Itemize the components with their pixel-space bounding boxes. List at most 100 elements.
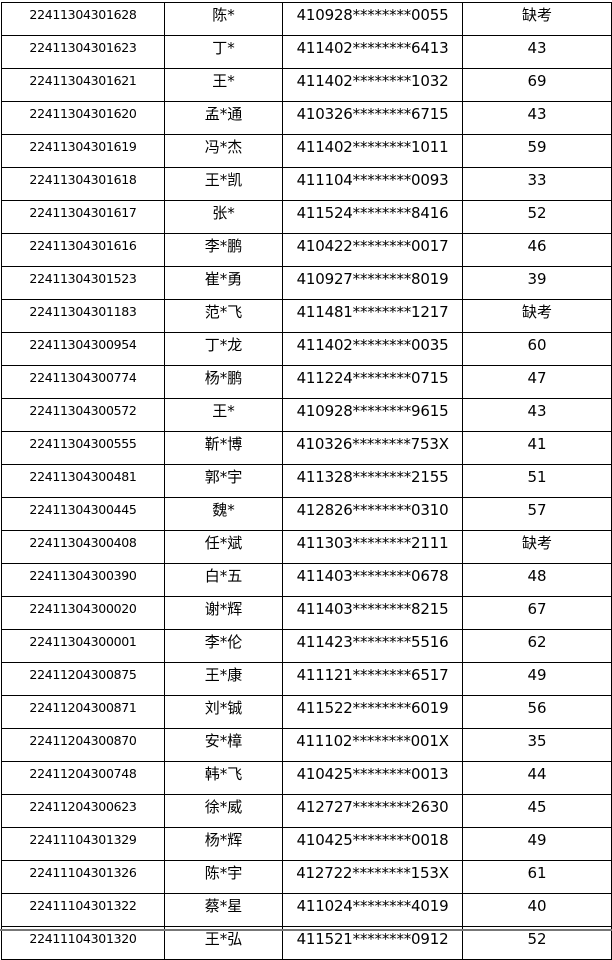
table-row: 22411204300623 徐*威 412727********2630 45 (1, 794, 612, 828)
score-cell: 39 (462, 266, 612, 300)
name-cell: 冯*杰 (164, 134, 283, 168)
exam-number-cell: 22411304300020 (1, 596, 165, 630)
name-cell: 韩*飞 (164, 761, 283, 795)
id-number-cell: 411521********0912 (282, 926, 463, 960)
id-number-cell: 411402********0035 (282, 332, 463, 366)
id-number-cell: 411121********6517 (282, 662, 463, 696)
name-cell: 杨*鹏 (164, 365, 283, 399)
name-cell: 谢*辉 (164, 596, 283, 630)
table-row: 22411304301628 陈* 410928********0055 缺考 (1, 2, 612, 36)
name-cell: 王*弘 (164, 926, 283, 960)
name-cell: 崔*勇 (164, 266, 283, 300)
id-number-cell: 411403********8215 (282, 596, 463, 630)
id-number-cell: 410326********753X (282, 431, 463, 465)
id-number-cell: 410927********8019 (282, 266, 463, 300)
table-row: 22411104301322 蔡*星 411024********4019 40 (1, 893, 612, 927)
id-number-cell: 410928********0055 (282, 2, 463, 36)
name-cell: 李*伦 (164, 629, 283, 663)
table-row: 22411304300481 郭*宇 411328********2155 51 (1, 464, 612, 498)
exam-number-cell: 22411304301618 (1, 167, 165, 201)
name-cell: 魏* (164, 497, 283, 531)
table-row: 22411104301326 陈*宇 412722********153X 61 (1, 860, 612, 894)
table-row: 22411304301616 李*鹏 410422********0017 46 (1, 233, 612, 267)
table-row: 22411304301620 孟*通 410326********6715 43 (1, 101, 612, 135)
exam-number-cell: 22411304300001 (1, 629, 165, 663)
name-cell: 蔡*星 (164, 893, 283, 927)
name-cell: 王*康 (164, 662, 283, 696)
table-row: 22411304300445 魏* 412826********0310 57 (1, 497, 612, 531)
score-cell: 45 (462, 794, 612, 828)
exam-number-cell: 22411304301621 (1, 68, 165, 102)
exam-number-cell: 22411304301617 (1, 200, 165, 234)
table-row: 22411304301523 崔*勇 410927********8019 39 (1, 266, 612, 300)
score-cell: 60 (462, 332, 612, 366)
name-cell: 陈* (164, 2, 283, 36)
score-cell: 56 (462, 695, 612, 729)
id-number-cell: 411524********8416 (282, 200, 463, 234)
exam-number-cell: 22411204300875 (1, 662, 165, 696)
exam-number-cell: 22411304301523 (1, 266, 165, 300)
id-number-cell: 411104********0093 (282, 167, 463, 201)
score-cell: 51 (462, 464, 612, 498)
table-row: 22411304301619 冯*杰 411402********1011 59 (1, 134, 612, 168)
score-cell: 61 (462, 860, 612, 894)
exam-number-cell: 22411304300408 (1, 530, 165, 564)
id-number-cell: 411481********1217 (282, 299, 463, 333)
table-row: 22411204300870 安*樟 411102********001X 35 (1, 728, 612, 762)
id-number-cell: 411102********001X (282, 728, 463, 762)
table-row: 22411304301617 张* 411524********8416 52 (1, 200, 612, 234)
exam-number-cell: 22411304301619 (1, 134, 165, 168)
id-number-cell: 411402********1011 (282, 134, 463, 168)
exam-number-cell: 22411304301183 (1, 299, 165, 333)
score-cell: 69 (462, 68, 612, 102)
score-cell: 44 (462, 761, 612, 795)
score-cell: 缺考 (462, 299, 612, 333)
score-cell: 40 (462, 893, 612, 927)
score-cell: 67 (462, 596, 612, 630)
name-cell: 郭*宇 (164, 464, 283, 498)
score-cell: 59 (462, 134, 612, 168)
table-row: 22411304301623 丁* 411402********6413 43 (1, 35, 612, 69)
table-row: 22411304300572 王* 410928********9615 43 (1, 398, 612, 432)
name-cell: 安*樟 (164, 728, 283, 762)
exam-number-cell: 22411104301329 (1, 827, 165, 861)
exam-number-cell: 22411204300748 (1, 761, 165, 795)
exam-number-cell: 22411304300954 (1, 332, 165, 366)
id-number-cell: 411402********6413 (282, 35, 463, 69)
name-cell: 徐*威 (164, 794, 283, 828)
id-number-cell: 410425********0018 (282, 827, 463, 861)
exam-number-cell: 22411304301616 (1, 233, 165, 267)
name-cell: 范*飞 (164, 299, 283, 333)
exam-number-cell: 22411304300445 (1, 497, 165, 531)
score-cell: 48 (462, 563, 612, 597)
score-cell: 52 (462, 926, 612, 960)
exam-number-cell: 22411204300870 (1, 728, 165, 762)
exam-number-cell: 22411304301628 (1, 2, 165, 36)
id-number-cell: 412727********2630 (282, 794, 463, 828)
id-number-cell: 410422********0017 (282, 233, 463, 267)
name-cell: 任*斌 (164, 530, 283, 564)
exam-number-cell: 22411204300871 (1, 695, 165, 729)
id-number-cell: 411522********6019 (282, 695, 463, 729)
table-row: 22411304300001 李*伦 411423********5516 62 (1, 629, 612, 663)
table-row: 22411304300020 谢*辉 411403********8215 67 (1, 596, 612, 630)
exam-number-cell: 22411104301322 (1, 893, 165, 927)
name-cell: 陈*宇 (164, 860, 283, 894)
exam-number-cell: 22411104301320 (1, 926, 165, 960)
name-cell: 刘*铖 (164, 695, 283, 729)
name-cell: 张* (164, 200, 283, 234)
table-row: 22411304300555 靳*博 410326********753X 41 (1, 431, 612, 465)
id-number-cell: 410928********9615 (282, 398, 463, 432)
score-cell: 缺考 (462, 2, 612, 36)
id-number-cell: 410326********6715 (282, 101, 463, 135)
id-number-cell: 411224********0715 (282, 365, 463, 399)
exam-number-cell: 22411304301620 (1, 101, 165, 135)
exam-number-cell: 22411304300774 (1, 365, 165, 399)
exam-number-cell: 22411304300390 (1, 563, 165, 597)
id-number-cell: 411423********5516 (282, 629, 463, 663)
exam-number-cell: 22411304301623 (1, 35, 165, 69)
table-row: 22411304300774 杨*鹏 411224********0715 47 (1, 365, 612, 399)
id-number-cell: 411303********2111 (282, 530, 463, 564)
